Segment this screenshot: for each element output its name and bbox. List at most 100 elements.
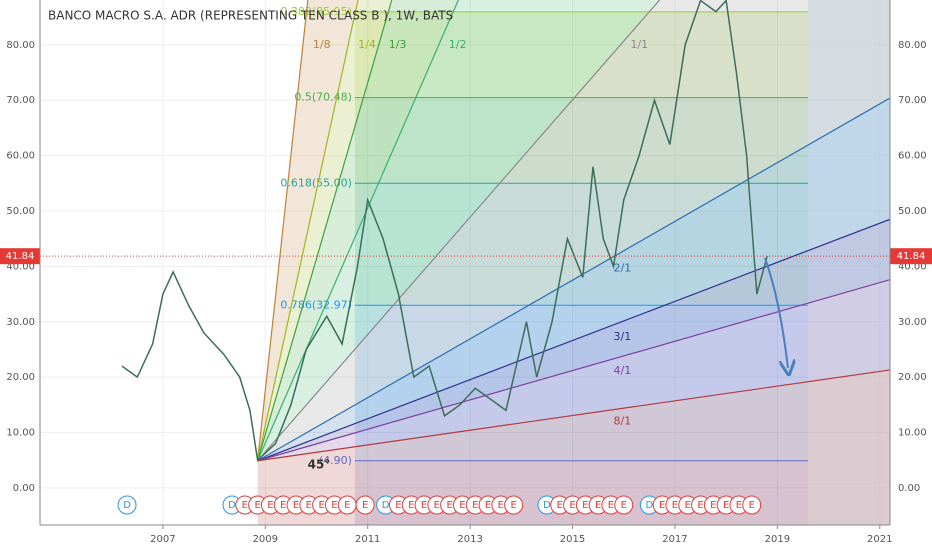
event-label: E: [749, 500, 755, 511]
event-label: E: [685, 500, 691, 511]
x-tick-label: 2017: [662, 534, 687, 545]
x-tick-label: 2011: [355, 534, 380, 545]
y-tick-label: 50.00: [898, 206, 927, 217]
x-tick-label: 2021: [867, 534, 892, 545]
fib-label: (4.90): [319, 454, 352, 467]
fan-line: [257, 0, 359, 461]
event-label: E: [736, 500, 742, 511]
y-tick-label: 40.00: [898, 261, 927, 272]
event-label: E: [582, 500, 588, 511]
fan-angle: 45°: [308, 457, 331, 471]
event-label: E: [446, 500, 452, 511]
y-tick-label: 10.00: [6, 428, 35, 439]
fan-label: 1/2: [449, 38, 467, 51]
fib-band: [354, 97, 809, 184]
event-label: E: [659, 500, 665, 511]
event-label: D: [123, 500, 131, 511]
chart-title: BANCO MACRO S.A. ADR (REPRESENTING TEN C…: [48, 9, 453, 23]
y-tick-label: 60.00: [6, 151, 35, 162]
fan-fill: [257, 0, 890, 461]
fib-band: [354, 11, 809, 98]
event-label: E: [485, 500, 491, 511]
event-label: D: [543, 500, 551, 511]
event-label: D: [382, 500, 390, 511]
event-label: E: [293, 500, 299, 511]
fan-label: 8/1: [613, 415, 631, 428]
event-label: E: [459, 500, 465, 511]
fan-fill: [257, 369, 890, 525]
fan-line: [257, 218, 890, 462]
event-label: E: [362, 500, 368, 511]
event-marker: [355, 495, 375, 515]
event-label: E: [557, 500, 563, 511]
fan-line: [257, 0, 393, 461]
x-tick-label: 2019: [765, 534, 790, 545]
event-label: E: [408, 500, 414, 511]
event-label: E: [280, 500, 286, 511]
event-marker: [504, 495, 524, 515]
fib-label: 0.5(70.48): [294, 91, 352, 104]
event-label: E: [242, 500, 248, 511]
fib-band: [354, 183, 809, 306]
fib-band: [354, 460, 809, 525]
y-tick-label: 30.00: [6, 317, 35, 328]
fib-label: 0.786(32.97): [280, 298, 352, 311]
fan-label: 1/1: [630, 38, 648, 51]
event-label: E: [267, 500, 273, 511]
event-label: E: [595, 500, 601, 511]
y-tick-label: 20.00: [898, 372, 927, 383]
fan-line: [257, 0, 309, 461]
event-label: E: [306, 500, 312, 511]
event-label: E: [395, 500, 401, 511]
y-tick-label: 70.00: [898, 95, 927, 106]
fib-label: 0.618(55.00): [280, 176, 352, 189]
event-marker: [117, 495, 137, 515]
fan-line: [257, 369, 890, 462]
event-label: E: [318, 500, 324, 511]
last-price-label: 41.84: [6, 251, 35, 262]
event-label: E: [608, 500, 614, 511]
fib-label: 0.382(85.95): [280, 5, 352, 18]
event-label: E: [697, 500, 703, 511]
fan-line: [257, 0, 661, 462]
x-tick-label: 2009: [253, 534, 278, 545]
fan-line: [257, 279, 890, 462]
price-line: [121, 0, 768, 462]
y-tick-label: 60.00: [898, 151, 927, 162]
y-tick-label: 0.00: [13, 483, 35, 494]
time-zone: [808, 0, 890, 525]
y-tick-label: 50.00: [6, 206, 35, 217]
fan-label: 3/1: [613, 330, 631, 343]
y-tick-label: 10.00: [898, 428, 927, 439]
last-price-box: [890, 248, 932, 265]
y-tick-label: 80.00: [898, 40, 927, 51]
event-label: E: [710, 500, 716, 511]
last-price-box: [0, 248, 40, 265]
fib-band: [354, 305, 809, 461]
y-tick-label: 80.00: [6, 40, 35, 51]
x-tick-label: 2013: [457, 534, 482, 545]
y-tick-label: 0.00: [898, 483, 920, 494]
last-price-label: 41.84: [897, 251, 926, 262]
event-label: D: [228, 500, 236, 511]
fan-label: 4/1: [613, 364, 631, 377]
event-marker: [614, 495, 634, 515]
event-label: E: [723, 500, 729, 511]
event-label: E: [421, 500, 427, 511]
x-tick-label: 2015: [560, 534, 585, 545]
fan-label: 1/4: [358, 38, 376, 51]
fan-label: 1/3: [389, 38, 407, 51]
event-marker: [742, 495, 762, 515]
y-tick-label: 70.00: [6, 95, 35, 106]
event-label: E: [498, 500, 504, 511]
y-tick-label: 20.00: [6, 372, 35, 383]
event-label: E: [621, 500, 627, 511]
arrow: [764, 257, 788, 368]
x-tick-label: 2007: [150, 534, 175, 545]
event-label: E: [672, 500, 678, 511]
event-label: E: [254, 500, 260, 511]
fan-label: 2/1: [613, 262, 631, 275]
y-tick-label: 40.00: [6, 261, 35, 272]
event-label: E: [344, 500, 350, 511]
